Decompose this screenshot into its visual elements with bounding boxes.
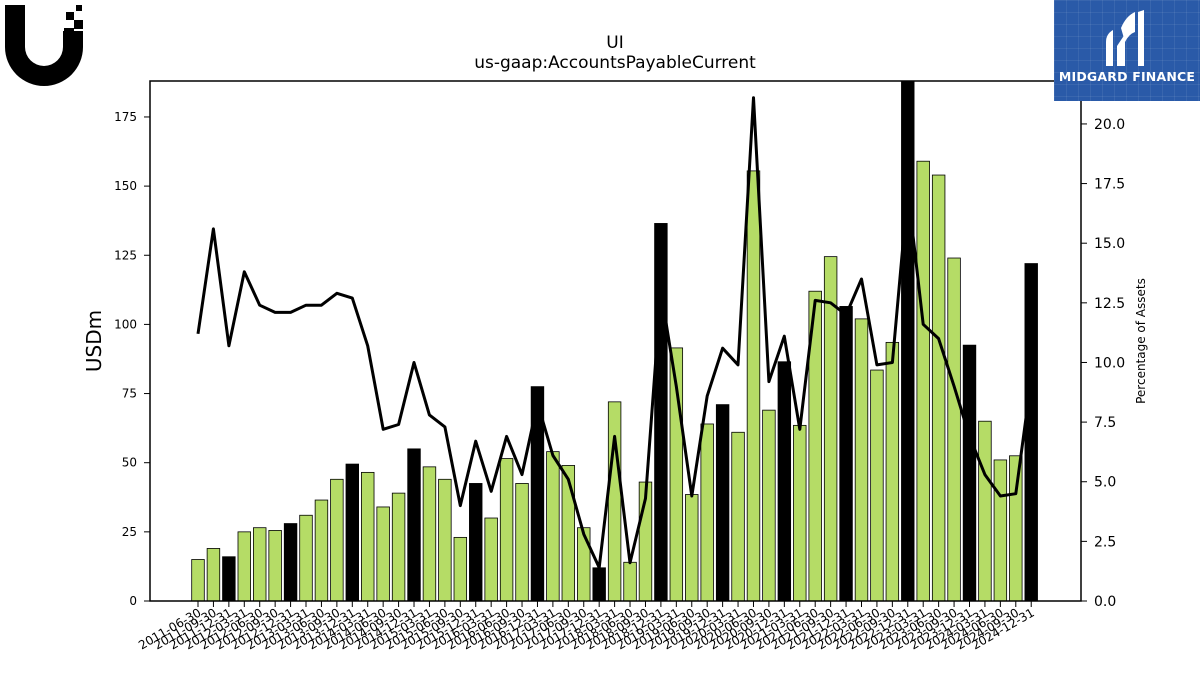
bar xyxy=(561,465,576,602)
y2-tick-label: 12.5 xyxy=(1094,296,1125,312)
bar xyxy=(237,531,251,602)
chart-title: UI xyxy=(606,33,623,53)
bar xyxy=(206,548,221,602)
y-tick-label: 75 xyxy=(122,387,137,401)
ubiquiti-logo xyxy=(4,4,86,86)
bar xyxy=(685,494,699,602)
bar xyxy=(715,404,730,602)
bar xyxy=(330,478,344,602)
bar xyxy=(746,170,761,602)
bar xyxy=(854,318,869,602)
bar xyxy=(978,420,992,602)
bar xyxy=(793,424,807,602)
bar xyxy=(577,527,591,602)
y-tick-label: 100 xyxy=(114,317,137,331)
bar xyxy=(1024,263,1038,602)
y-tick-label: 25 xyxy=(122,525,137,539)
y-tick-label: 175 xyxy=(114,110,137,124)
bar xyxy=(499,458,514,602)
bar xyxy=(515,483,529,602)
u-logo-icon xyxy=(5,5,83,86)
chart-subtitle: us-gaap:AccountsPayableCurrent xyxy=(474,53,756,73)
bar xyxy=(407,448,421,602)
percentage-line xyxy=(196,96,1033,570)
bar xyxy=(762,409,776,602)
bar xyxy=(222,556,236,602)
bar xyxy=(268,530,282,602)
bar xyxy=(870,369,884,602)
y2-tick-label: 17.5 xyxy=(1094,177,1125,193)
bar xyxy=(962,344,977,602)
y2-tick-label: 20.0 xyxy=(1094,117,1125,133)
bar xyxy=(469,483,483,602)
y2-axis-label: Percentage of Assets xyxy=(1134,278,1148,404)
y2-tick-label: 0.0 xyxy=(1094,594,1116,610)
bar xyxy=(314,499,329,602)
y2-tick-label: 5.0 xyxy=(1094,475,1116,491)
y2-tick-label: 10.0 xyxy=(1094,355,1125,371)
y-tick-label: 50 xyxy=(122,456,137,470)
bar xyxy=(823,256,838,602)
bar xyxy=(947,257,961,602)
midgard-m-icon xyxy=(1106,10,1144,66)
bar xyxy=(484,517,498,602)
bar xyxy=(839,306,853,602)
y2-tick-label: 15.0 xyxy=(1094,236,1125,252)
bar xyxy=(654,223,668,602)
bar xyxy=(391,492,406,602)
y2-tick-label: 7.5 xyxy=(1094,415,1116,431)
bar xyxy=(777,361,792,602)
bar xyxy=(253,527,267,602)
bar xyxy=(700,423,714,602)
bar xyxy=(901,80,915,602)
midgard-finance-logo: MIDGARD FINANCE xyxy=(1054,0,1200,101)
pixel-square-4 xyxy=(64,28,74,32)
bar xyxy=(345,463,360,602)
bar xyxy=(191,559,205,602)
y2-tick-label: 2.5 xyxy=(1094,534,1116,550)
bar xyxy=(361,471,375,602)
bar xyxy=(422,466,437,602)
bar xyxy=(993,459,1008,602)
bar xyxy=(453,536,468,602)
plot-area: 0 25 50 75 100 125 150 175 0.0 2.5 5.0 7.5 10.0 12.5 1… xyxy=(114,80,1125,652)
bar xyxy=(731,431,745,602)
bar xyxy=(546,451,560,602)
bar xyxy=(607,401,622,602)
bar xyxy=(623,561,637,602)
bar xyxy=(916,160,930,602)
plot-frame xyxy=(149,80,1082,602)
pixel-square-1 xyxy=(76,5,82,11)
y-tick-label: 125 xyxy=(114,248,137,262)
bar xyxy=(299,514,313,602)
bar xyxy=(283,523,298,602)
y-axis-label: USDm xyxy=(82,310,106,372)
bar xyxy=(1009,455,1023,602)
bar xyxy=(438,478,452,602)
pixel-square-2 xyxy=(66,12,74,20)
bar xyxy=(592,567,606,602)
pixel-square-3 xyxy=(74,20,83,29)
y-tick-label: 150 xyxy=(114,179,137,193)
bar xyxy=(885,341,900,602)
y-tick-label: 0 xyxy=(129,594,137,608)
bar xyxy=(376,506,390,602)
brand-name: MIDGARD FINANCE xyxy=(1058,69,1196,84)
bar xyxy=(931,174,946,602)
